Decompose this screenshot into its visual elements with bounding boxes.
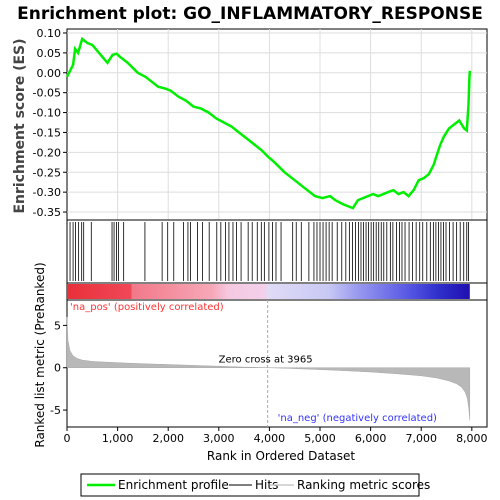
x-tick-label: 4,000: [254, 432, 286, 445]
legend-hits-label: Hits: [255, 478, 278, 492]
x-tick-label: 7,000: [405, 432, 437, 445]
metric-y-tick-label: 0: [54, 362, 61, 375]
legend: Enrichment profile Hits Ranking metric s…: [80, 473, 430, 497]
es-y-axis: 0.10 0.05 0.00 -0.05 -0.10 -0.15 -0.20 -0.25 -0.…: [33, 27, 67, 219]
x-tick-label: 3,000: [203, 432, 235, 445]
x-tick-label: 5,000: [304, 432, 336, 445]
pos-correlated-label: 'na_pos' (positively correlated): [70, 302, 224, 313]
x-tick-label: 6,000: [355, 432, 387, 445]
metric-y-tick-label: 5: [54, 319, 61, 332]
es-gridlines: [67, 29, 487, 220]
es-y-tick-label: -0.10: [33, 107, 61, 120]
es-y-tick-label: -0.05: [33, 87, 61, 100]
enrichment-profile-line: [65, 36, 472, 210]
es-y-tick-label: -0.30: [33, 186, 61, 199]
es-axis-label: Enrichment score (ES): [12, 38, 28, 213]
metric-y-axis: 5 0 -5: [50, 319, 67, 417]
legend-metric-label: Ranking metric scores: [297, 478, 430, 492]
neg-correlated-label: 'na_neg' (negatively correlated): [278, 413, 437, 424]
hits-panel-frame: [66, 219, 488, 284]
es-y-tick-label: 0.00: [37, 67, 62, 80]
x-axis: 0 1,000 2,000 3,000 4,000 5,000 6,000 7,000 8,00…: [64, 427, 488, 445]
x-tick-label: 8,000: [456, 432, 488, 445]
es-y-tick-label: -0.35: [33, 206, 61, 219]
rank-color-bar: [67, 284, 470, 299]
chart-title: Enrichment plot: GO_INFLAMMATORY_RESPONS…: [17, 4, 483, 24]
legend-profile-label: Enrichment profile: [118, 478, 229, 492]
es-y-tick-label: 0.05: [37, 47, 62, 60]
x-tick-label: 2,000: [152, 432, 184, 445]
x-axis-label: Rank in Ordered Dataset: [207, 449, 355, 463]
metric-y-tick-label: -5: [50, 404, 61, 417]
zero-cross-label: Zero cross at 3965: [219, 355, 313, 366]
x-tick-label: 0: [64, 432, 71, 445]
ranking-metric-area: [66, 316, 471, 421]
metric-axis-label: Ranked list metric (PreRanked): [33, 262, 47, 447]
hits-marks: [69, 222, 469, 281]
es-panel-frame: [66, 28, 488, 221]
es-y-tick-label: -0.25: [33, 166, 61, 179]
es-y-tick-label: -0.20: [33, 146, 61, 159]
es-y-tick-label: 0.10: [37, 27, 62, 40]
es-y-tick-label: -0.15: [33, 126, 61, 139]
x-tick-label: 1,000: [102, 432, 134, 445]
